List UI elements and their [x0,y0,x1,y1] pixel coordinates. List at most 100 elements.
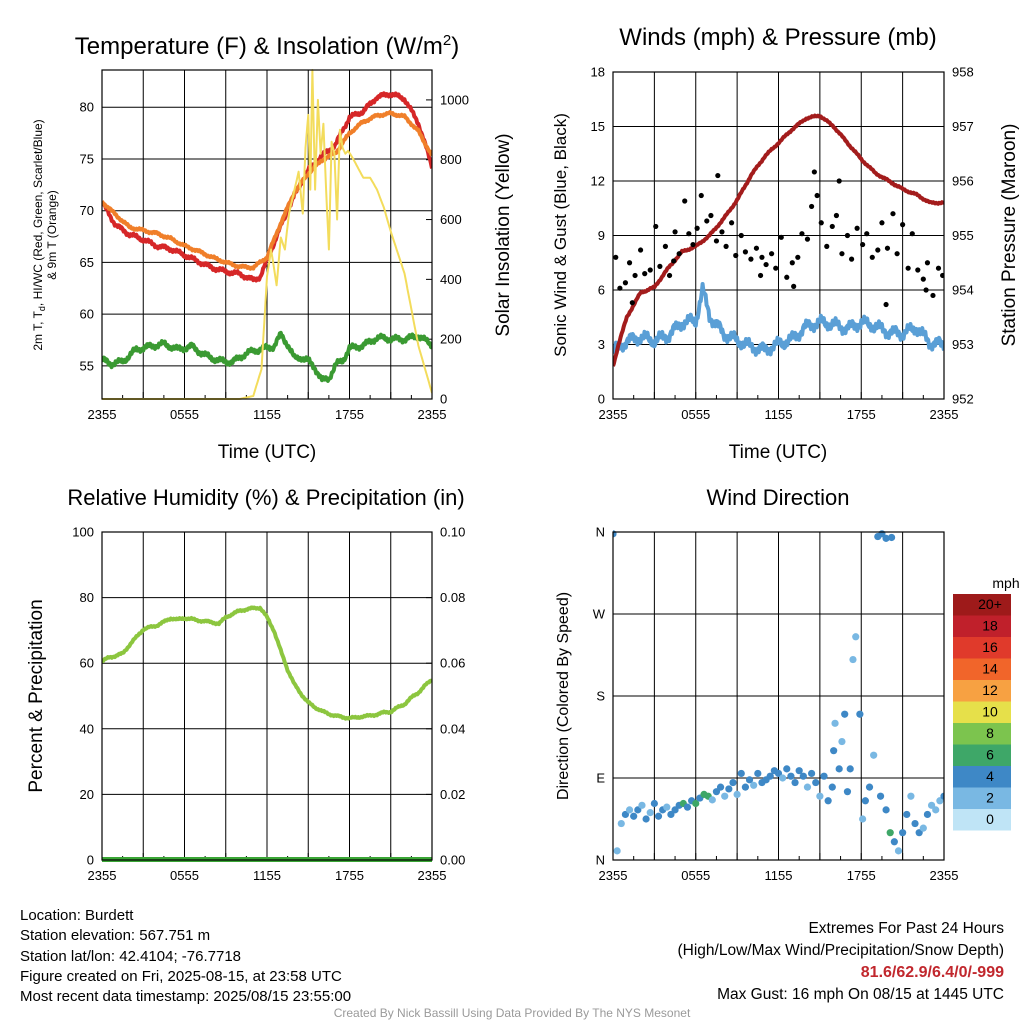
direction-point [745,776,754,784]
gust-point [854,225,860,231]
winds-xlabel: Time (UTC) [729,442,828,463]
direction-point [621,810,630,819]
direction-point [754,769,762,778]
y2-tick-label: 954 [952,283,974,298]
legend-swatch [953,615,1011,637]
direction-point [838,737,846,746]
direction-point [634,806,642,814]
temperature-panel: Temperature (F) & Insolation (W/m2) 2m T… [31,32,514,463]
direction-point [894,847,903,855]
legend-swatch [953,723,1011,745]
x-tick-label: 2355 [418,407,447,422]
gust-point [930,292,936,299]
direction-point [870,751,878,759]
y-tick-label: 18 [591,65,605,80]
gust-point [920,276,926,282]
direction-title: Wind Direction [706,485,849,510]
y2-tick-label: 200 [440,332,462,347]
y-tick-label: 12 [591,174,605,189]
extremes-box: Extremes For Past 24 Hours (High/Low/Max… [678,918,1005,1006]
legend-label: 2 [986,790,994,806]
direction-point [654,812,663,820]
x-tick-label: 1755 [335,868,364,883]
y2-tick-label: 0.10 [440,525,465,540]
gust-point [690,241,696,248]
gust-point [763,261,769,268]
y2-tick-label: 0.04 [440,721,465,736]
y2-tick-label: 953 [952,337,974,352]
direction-point [824,797,832,805]
legend-swatch [953,766,1011,788]
direction-point [803,783,812,791]
direction-point [899,829,907,837]
direction-point [791,778,799,787]
gust-point [791,283,797,289]
gust-point [839,251,845,257]
direction-point [750,781,758,789]
direction-point [876,792,885,800]
credit-text: Created By Nick Bassill Using Data Provi… [333,1006,691,1020]
gust-point [753,245,760,251]
direction-point [886,829,894,837]
direction-point [856,710,864,718]
direction-point [787,772,795,780]
x-tick-label: 0555 [170,407,199,422]
direction-point [903,810,911,819]
gust-point [833,212,840,219]
y2-tick-label: 957 [952,119,974,134]
gust-point [642,271,648,277]
gust-point [671,258,677,264]
direction-point [812,778,820,787]
gust-point [723,243,729,249]
extremes-values: 81.6/62.9/6.4/0/-999 [860,964,1004,981]
x-tick-label: 0555 [170,868,199,883]
gust-point [799,231,805,237]
direction-point [936,797,944,805]
gust-point [662,243,669,249]
gust-point [713,238,720,244]
gust-point [708,212,714,219]
y-tick-label: 20 [80,787,94,802]
direction-point [919,824,927,832]
y-tick-label: 0 [87,853,94,868]
gust-point [848,256,855,262]
plot-frame [101,531,433,861]
gust-point [789,260,795,266]
grid [101,531,433,861]
direction-point [712,788,721,796]
x-tick-label: 2355 [599,407,628,422]
direction-point [663,803,671,811]
direction-point [865,783,874,791]
direction-point [932,806,940,814]
x-tick-label: 0555 [681,407,710,422]
direction-point [646,809,654,817]
direction-point [725,785,733,793]
y-tick-label: 80 [80,100,94,115]
y2-tick-label: 0.02 [440,787,465,802]
gust-point [824,243,830,249]
x-tick-label: 1755 [847,868,876,883]
y-tick-label: 9 [598,228,605,243]
gust-point [844,232,851,239]
gust-point [795,254,801,260]
legend-label: 6 [986,747,994,763]
gust-point [715,172,721,179]
gust-point [935,265,942,271]
gust-point [778,234,784,240]
direction-point [849,655,857,664]
direction-point [859,815,867,823]
y2-tick-label: 0 [440,392,447,407]
direction-point [923,810,932,819]
direction-panel: Wind Direction Direction (Colored By Spe… [555,485,1020,883]
gust-point [864,231,870,237]
grid [612,71,945,400]
gust-point [884,245,891,251]
direction-point [795,767,803,775]
gust-point [629,300,635,306]
gust-point [923,287,929,293]
x-tick-label: 1155 [765,407,793,422]
direction-point [907,792,915,800]
direction-point [779,774,787,782]
y2-tick-label: 958 [952,65,974,80]
gust-point [733,252,739,259]
